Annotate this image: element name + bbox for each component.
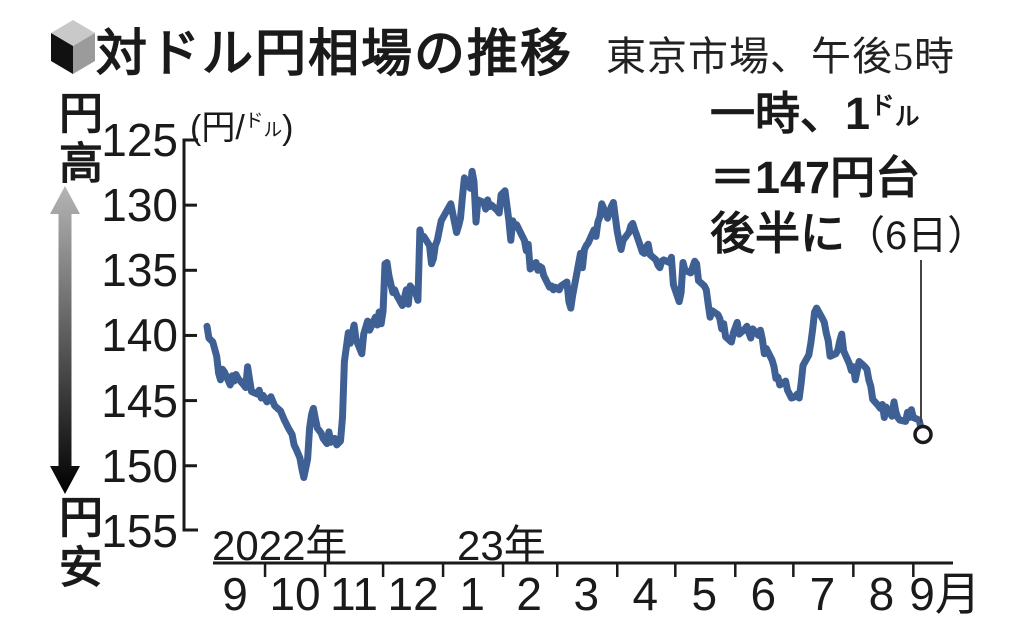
x-axis-month-label: 4: [632, 568, 659, 620]
annotation-line-2: ＝147円台: [710, 152, 921, 203]
y-axis-tick-label: 125: [101, 114, 178, 166]
x-axis-month-label: 2: [516, 568, 542, 620]
x-axis-month-label: 9: [222, 568, 248, 620]
strong-weak-arrow-icon: [50, 186, 80, 494]
x-axis-month-label: 5: [691, 568, 718, 620]
x-axis-month-label: 11: [330, 568, 378, 620]
x-axis-month-label: 1: [459, 568, 485, 620]
x-axis-month-label: 7: [809, 568, 836, 620]
y-axis-tick-label: 130: [101, 179, 178, 232]
annotation-line-1: 一時、1ドル: [710, 88, 920, 139]
subtitle-market-time: 東京市場、午後5時: [606, 34, 955, 79]
y-axis-tick-label: 145: [101, 374, 178, 427]
x-axis-month-label: 9月: [909, 568, 981, 620]
x-axis-month-label: 3: [573, 568, 600, 620]
cube-icon: [51, 20, 95, 74]
x-axis-month-label: 6: [750, 568, 777, 620]
x-axis-month-label: 8: [868, 568, 895, 620]
y-axis-unit-label: (円/ドル): [190, 109, 294, 147]
yen-strong-label: 円高: [52, 90, 101, 190]
page-title: 対ドル円相場の推移: [96, 25, 574, 82]
annotation-line-3: 後半に（6日）: [710, 208, 988, 259]
rate-line: [203, 167, 927, 481]
yen-weak-label: 円安: [52, 494, 101, 594]
y-axis-tick-label: 135: [101, 244, 178, 297]
year-label-2022: 2022年: [212, 522, 348, 569]
latest-value-marker: [913, 424, 933, 445]
y-axis-tick-label: 155: [101, 504, 178, 557]
y-axis-tick-label: 150: [101, 439, 178, 492]
rate-annotation: 一時、1ドル ＝147円台 後半に（6日）: [710, 86, 987, 264]
x-axis-month-label: 10: [269, 568, 321, 620]
x-axis-month-label: 12: [387, 568, 439, 620]
year-label-23: 23年: [457, 522, 546, 569]
y-axis-tick-label: 140: [101, 309, 178, 362]
